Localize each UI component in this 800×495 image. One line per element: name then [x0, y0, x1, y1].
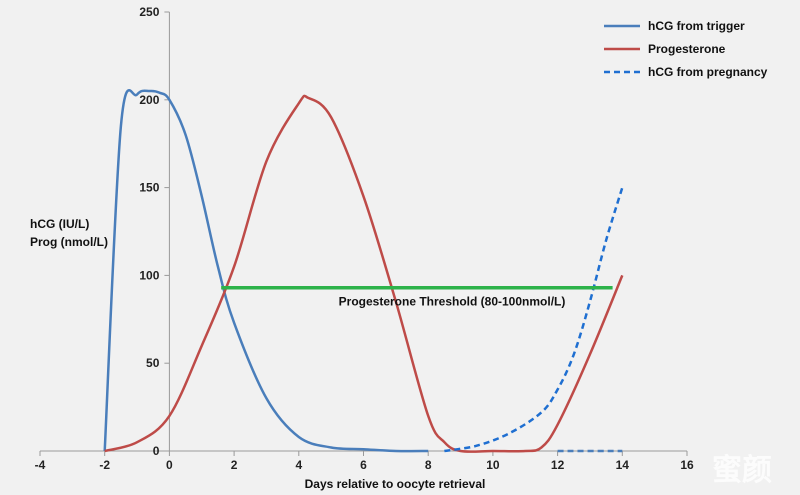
legend-entry: hCG from trigger	[648, 19, 745, 33]
legend-entry: Progesterone	[648, 42, 726, 56]
axes: -4 -2 0 2 4 6 8 10 12 14 16 0 50 100 150 200 250	[35, 5, 694, 472]
y-tick-label: 100	[139, 268, 159, 282]
x-tick-label: 2	[231, 458, 238, 472]
y-tick-label: 200	[139, 93, 159, 107]
y-axis-label-line-1: hCG (IU/L)	[30, 217, 89, 231]
legend: hCG from trigger Progesterone hCG from pre…	[604, 19, 768, 79]
y-tick-label: 150	[139, 181, 159, 195]
x-tick-label: 10	[486, 458, 500, 472]
series-line-hcg-from-trigger	[103, 89, 429, 453]
x-axis-label: Days relative to oocyte retrieval	[305, 477, 486, 491]
x-tick-label: 14	[616, 458, 630, 472]
x-tick-label: 4	[295, 458, 302, 472]
x-tick-label: 6	[360, 458, 367, 472]
y-axis-label-line-2: Prog (nmol/L)	[30, 235, 108, 249]
x-tick-label: -4	[35, 458, 46, 472]
threshold-label: Progesterone Threshold (80-100nmol/L)	[339, 295, 566, 309]
x-tick-label: -2	[99, 458, 110, 472]
x-tick-label: 16	[680, 458, 694, 472]
x-tick-label: 12	[551, 458, 565, 472]
series-line-progesterone	[104, 94, 624, 453]
y-tick-label: 50	[146, 356, 160, 370]
y-tick-label: 250	[139, 5, 159, 19]
x-tick-label: 0	[166, 458, 173, 472]
series-line-hcg-from-pregnancy	[444, 187, 624, 453]
plot-area: Progesterone Threshold (80-100nmol/L)	[103, 89, 624, 453]
y-tick-label: 0	[153, 444, 160, 458]
watermark-logo: 蜜颜	[712, 453, 772, 488]
x-tick-label: 8	[425, 458, 432, 472]
legend-entry: hCG from pregnancy	[648, 65, 768, 79]
